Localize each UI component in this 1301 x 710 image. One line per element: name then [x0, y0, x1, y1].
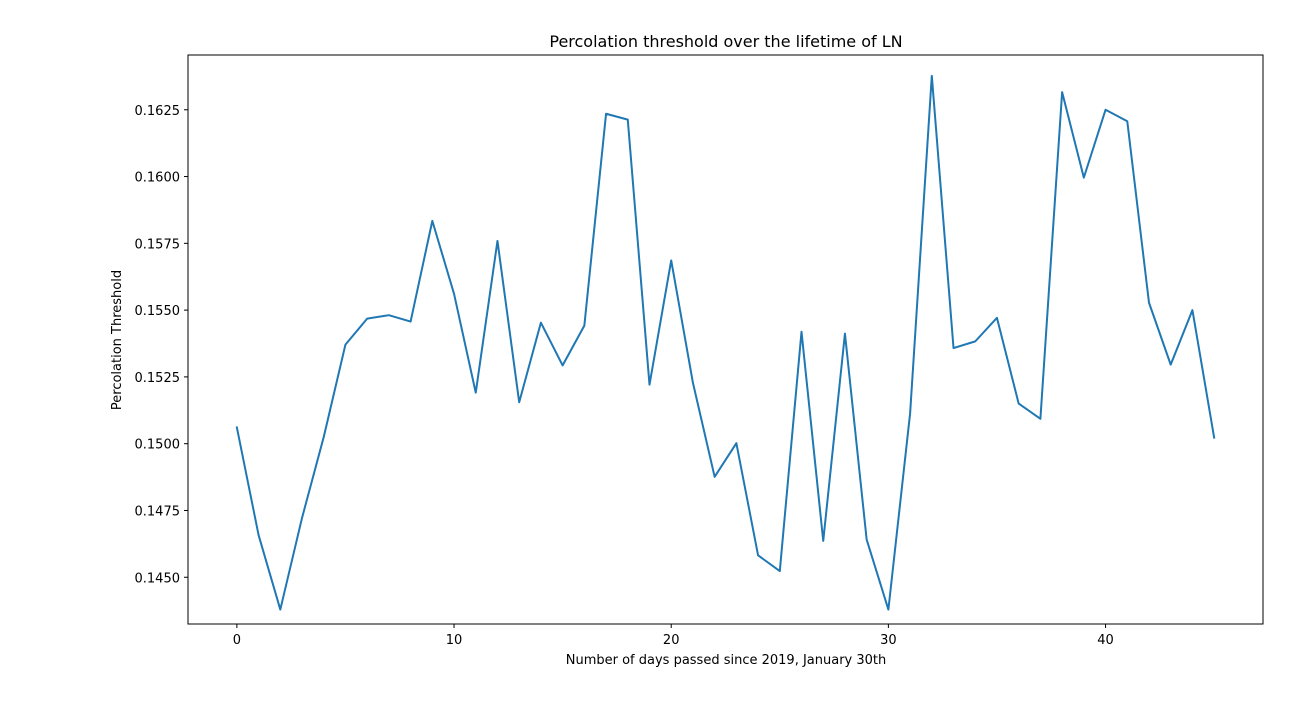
- y-tick-label: 0.1475: [135, 504, 181, 519]
- y-axis-title: Percolation Threshold: [110, 270, 125, 410]
- x-axis-title: Number of days passed since 2019, Januar…: [566, 653, 887, 668]
- y-tick-label: 0.1500: [135, 438, 181, 453]
- y-tick-label: 0.1625: [135, 104, 181, 119]
- plot-area: 0 10 20 30 40 0.1450 0.1475 0.1500 0.1525 0.1550 0…: [135, 54, 1264, 648]
- y-tick-label: 0.1550: [135, 304, 181, 319]
- y-tick-label: 0.1575: [135, 237, 181, 252]
- plot-frame: [187, 54, 1264, 625]
- x-tick-label: 40: [1097, 633, 1114, 648]
- x-tick-label: 10: [446, 633, 463, 648]
- series-line-1: [235, 74, 1216, 611]
- y-tick-label: 0.1450: [135, 571, 181, 586]
- y-tick-label: 0.1600: [135, 171, 181, 186]
- x-tick-label: 0: [233, 633, 241, 648]
- x-tick-label: 30: [880, 633, 897, 648]
- x-tick-label: 20: [663, 633, 680, 648]
- chart-title: Percolation threshold over the lifetime …: [549, 32, 902, 51]
- y-tick-label: 0.1525: [135, 371, 181, 386]
